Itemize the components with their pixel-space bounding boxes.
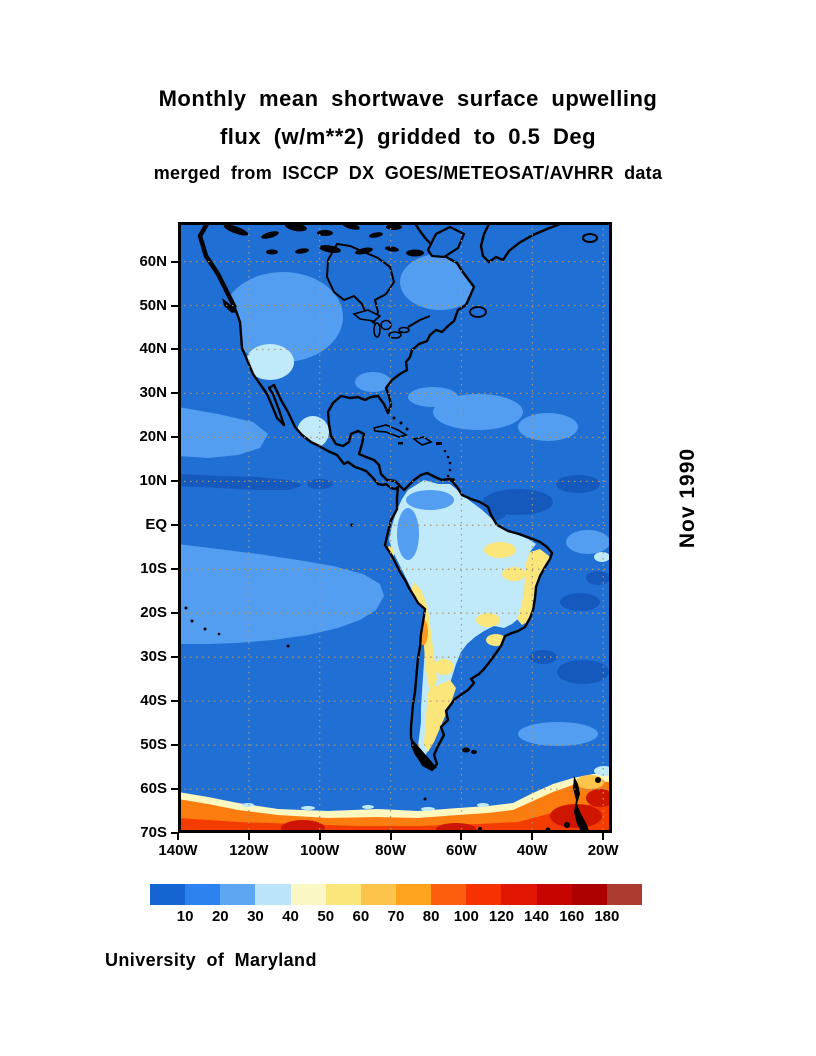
lat-tick-30S [171,656,178,659]
alaska-bc-coast [197,220,238,310]
colorbar-value-10: 10 [176,908,194,925]
map-frame [178,222,612,833]
lon-tick-120W [247,833,250,840]
figure-title: Monthly mean shortwave surface upwelling… [0,86,816,184]
colorbar-value-70: 70 [387,908,405,925]
lat-tick-10S [171,568,178,571]
lat-tick-50S [171,744,178,747]
vancouver-island [222,298,238,313]
lat-label-50N: 50N [139,296,167,314]
colorbar-value-120: 120 [488,908,514,925]
hispaniola [412,436,433,446]
lon-label-120W: 120W [229,842,269,859]
colorbar-segment-2 [220,884,256,905]
lat-label-20S: 20S [140,604,167,622]
lat-tick-30N [171,392,178,395]
colorbar-segment-4 [290,884,326,905]
iceland [582,233,598,243]
lat-tick-70S [171,832,178,834]
colorbar-segment-1 [185,884,221,905]
colorbar-segment-3 [255,884,291,905]
lat-tick-40S [171,700,178,703]
bahamas [392,416,409,431]
lon-tick-40W [531,833,534,840]
lon-tick-140W [177,833,179,840]
lat-label-40N: 40N [139,340,167,358]
lat-label-30S: 30S [140,648,167,666]
colorbar [150,884,642,905]
inland-water [325,242,431,339]
colorbar-segment-12 [571,884,607,905]
credit-label: University of Maryland [105,950,317,970]
lat-tick-40N [171,348,178,351]
lat-tick-20N [171,436,178,439]
land-flux-regions [223,254,551,762]
lat-label-10S: 10S [140,560,167,578]
lat-label-70S: 70S [140,824,167,841]
title-line-1: Monthly mean shortwave surface upwelling [158,86,658,111]
lat-tick-10N [171,480,178,483]
lat-label-30N: 30N [139,384,167,402]
lat-label-50S: 50S [140,736,167,754]
colorbar-segment-0 [150,884,186,905]
lat-label-10N: 10N [139,472,167,490]
map-canvas [178,220,614,836]
lon-tick-60W [460,833,463,840]
title-line-2: flux (w/m**2) gridded to 0.5 Deg [219,124,597,149]
title-line-3: merged from ISCCP DX GOES/METEOSAT/AVHRR… [153,163,663,183]
lon-tick-20W [602,833,605,840]
st-lawrence-river [407,315,431,328]
lon-label-60W: 60W [446,842,477,859]
colorbar-segment-11 [536,884,572,905]
colorbar-value-60: 60 [352,908,370,925]
lon-label-100W: 100W [300,842,340,859]
lat-label-20N: 20N [139,428,167,446]
colorbar-segment-13 [606,884,642,905]
lat-tick-EQ [171,524,178,527]
colorbar-value-160: 160 [559,908,585,925]
colorbar-value-30: 30 [247,908,264,925]
colorbar-segment-7 [396,884,432,905]
lat-label-60N: 60N [139,252,167,270]
south-atlantic-islands [462,747,477,754]
lesser-antilles [443,449,455,482]
lon-label-20W: 20W [587,842,619,859]
lon-label-140W: 140W [158,842,198,859]
lat-label-40S: 40S [140,692,167,710]
colorbar-segment-10 [501,884,537,905]
lon-tick-100W [318,833,321,840]
lon-label-80W: 80W [375,842,406,859]
colorbar-segment-8 [431,884,467,905]
landmass [200,222,552,770]
lat-tick-50N [171,304,178,307]
colorbar-segment-9 [466,884,502,905]
date-label: Nov 1990 [676,447,699,549]
lat-label-60S: 60S [140,780,167,798]
islands [184,220,601,833]
lat-tick-60N [171,260,178,263]
caribbean-islands [372,416,455,482]
lon-tick-80W [389,833,392,840]
colorbar-value-80: 80 [422,908,440,925]
lon-label-40W: 40W [516,842,548,859]
colorbar-segment-6 [360,884,396,905]
colorbar-value-20: 20 [211,908,229,925]
great-lakes [352,309,410,339]
colorbar-value-40: 40 [282,908,299,925]
colorbar-value-180: 180 [594,908,620,925]
graticule [178,222,612,833]
lat-label-EQ: EQ [145,516,167,534]
colorbar-segment-5 [325,884,361,905]
lat-tick-20S [171,612,178,615]
lat-tick-60S [171,788,178,791]
newfoundland [469,306,487,318]
colorbar-value-140: 140 [524,908,550,925]
cuba [372,424,408,438]
map-plot [178,220,614,836]
colorbar-value-100: 100 [453,908,479,925]
colorbar-value-50: 50 [317,908,335,925]
